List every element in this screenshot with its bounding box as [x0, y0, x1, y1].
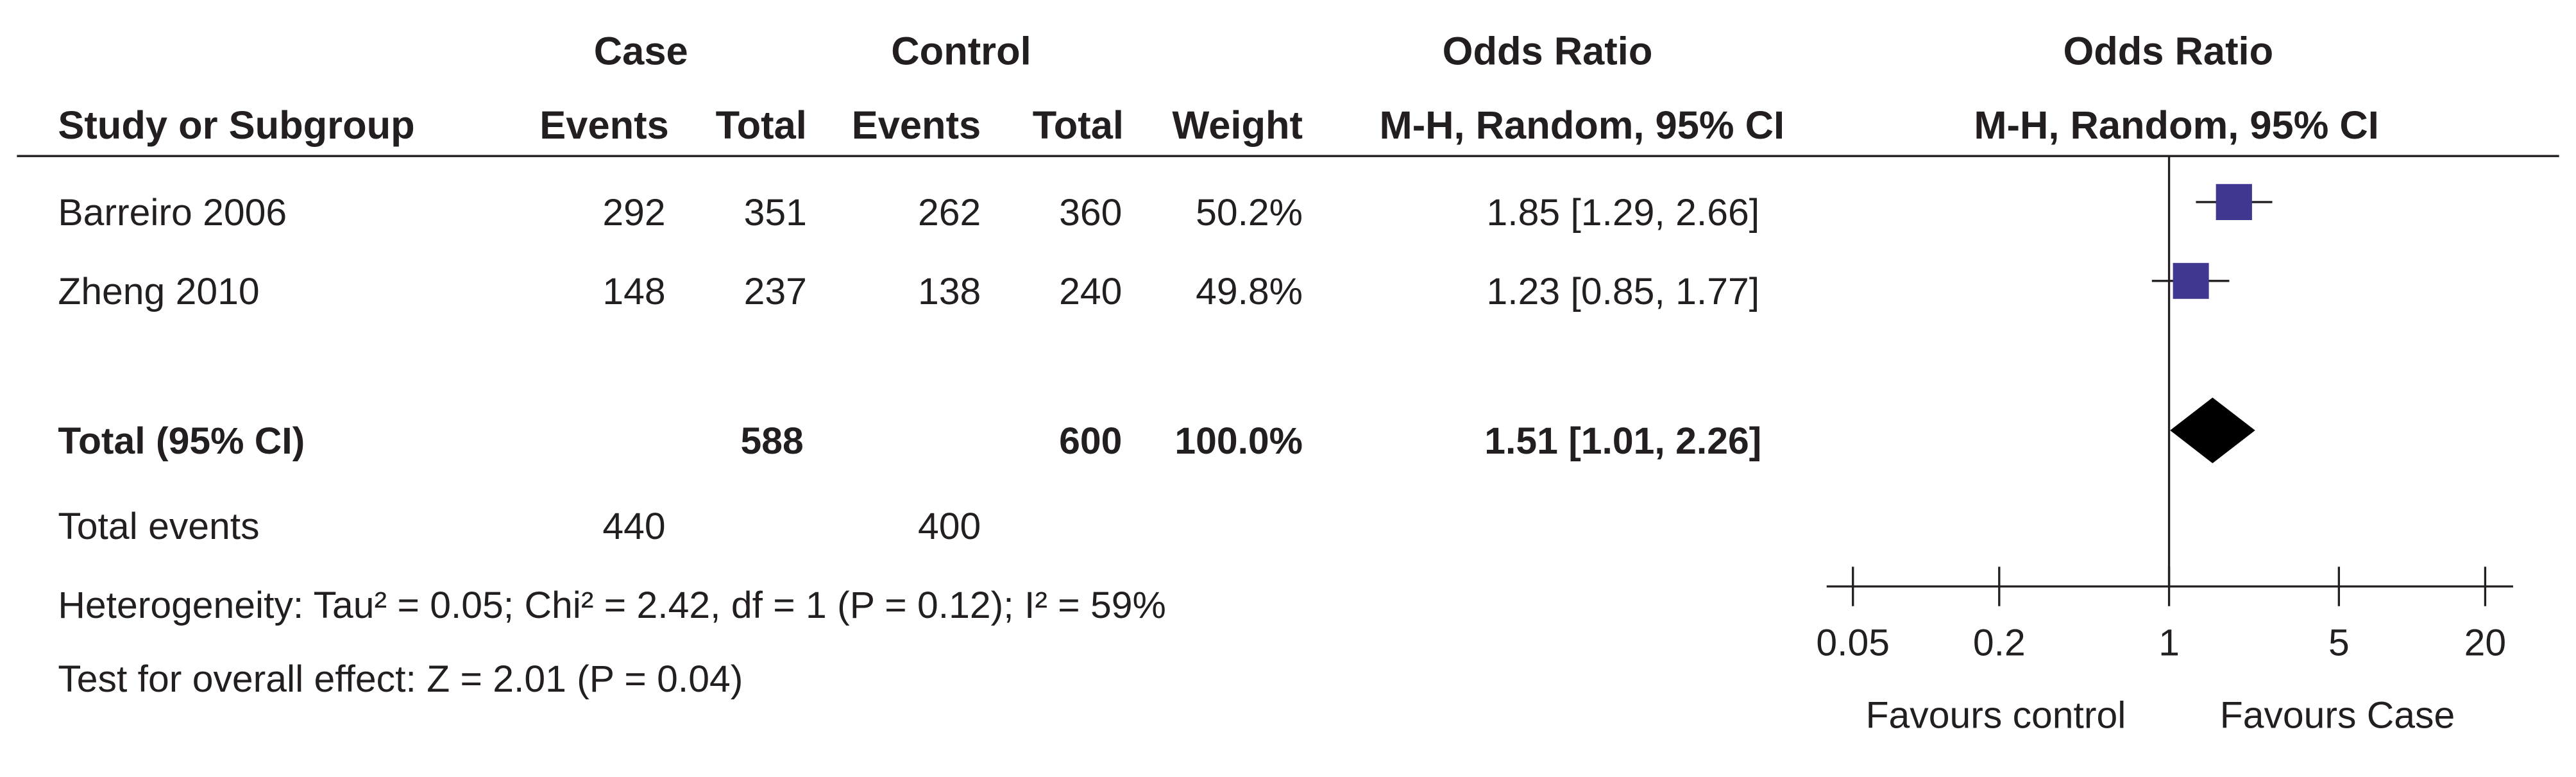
column-header: Study or Subgroup	[58, 103, 414, 148]
overall-effect: Test for overall effect: Z = 2.01 (P = 0…	[58, 658, 743, 700]
case-total: 351	[744, 192, 807, 234]
heterogeneity: Heterogeneity: Tau² = 0.05; Chi² = 2.42,…	[58, 585, 1166, 626]
total-weight: 100.0%	[1174, 420, 1303, 462]
odds-ratio: 1.85 [1.29, 2.66]	[1487, 192, 1760, 234]
control-events: 138	[918, 271, 981, 312]
odds-ratio: 1.23 [0.85, 1.77]	[1487, 271, 1760, 312]
x-tick-label: 0.2	[1973, 622, 2026, 664]
control-total: 360	[1059, 192, 1122, 234]
column-group-header: Odds Ratio	[2063, 30, 2273, 74]
column-header: Events	[539, 103, 668, 148]
weight: 49.8%	[1196, 271, 1303, 312]
total-control: 600	[1059, 420, 1122, 462]
case-events: 148	[602, 271, 665, 312]
total-events-case: 440	[602, 506, 665, 547]
column-header: Weight	[1172, 103, 1303, 148]
column-header: M-H, Random, 95% CI	[1974, 103, 2379, 148]
x-tick-label: 5	[2328, 622, 2350, 664]
total-diamond	[2170, 397, 2255, 463]
column-header: M-H, Random, 95% CI	[1380, 103, 1785, 148]
total-events-name: Total events	[58, 506, 259, 547]
weight: 50.2%	[1196, 192, 1303, 234]
study-name: Zheng 2010	[58, 271, 259, 312]
control-total: 240	[1059, 271, 1122, 312]
column-header: Total	[1033, 103, 1124, 148]
total-events-control: 400	[918, 506, 981, 547]
total-case: 588	[740, 420, 803, 462]
x-tick-label: 0.05	[1816, 622, 1890, 664]
x-label-left: Favours control	[1866, 694, 2126, 736]
column-group-header: Case	[594, 30, 688, 74]
total-name: Total (95% CI)	[58, 420, 305, 462]
column-header: Total	[716, 103, 807, 148]
x-tick-label: 1	[2158, 622, 2180, 664]
study-square	[2173, 262, 2209, 299]
x-label-right: Favours Case	[2220, 694, 2455, 736]
column-header: Events	[852, 103, 981, 148]
total-odds-ratio: 1.51 [1.01, 2.26]	[1484, 420, 1761, 462]
column-group-header: Control	[891, 30, 1031, 74]
study-name: Barreiro 2006	[58, 192, 287, 234]
case-events: 292	[602, 192, 665, 234]
control-events: 262	[918, 192, 981, 234]
study-square	[2216, 184, 2252, 221]
column-group-header: Odds Ratio	[1443, 30, 1653, 74]
x-tick-label: 20	[2464, 622, 2507, 664]
case-total: 237	[744, 271, 807, 312]
